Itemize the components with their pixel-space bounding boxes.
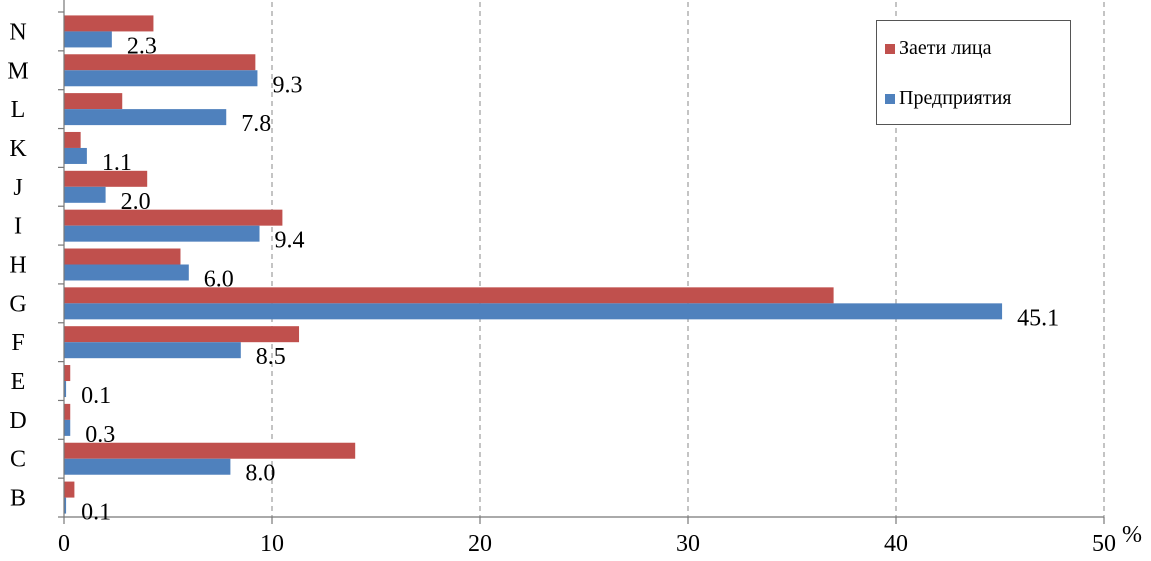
data-label-L: 7.8 (241, 111, 271, 137)
bar-employees-E (64, 365, 71, 382)
y-tick-label-K: K (9, 136, 27, 162)
bar-employees-M (64, 54, 256, 71)
axes (58, 0, 1105, 524)
y-tick-label-B: B (10, 486, 26, 512)
bar-enterprises-C (64, 458, 231, 475)
data-label-B: 0.1 (81, 500, 111, 526)
x-tick-label: 0 (58, 531, 70, 557)
data-label-E: 0.1 (81, 383, 111, 409)
legend-item-employees: Заети лица (885, 37, 991, 60)
data-label-N: 2.3 (127, 33, 157, 59)
bar-enterprises-F (64, 342, 241, 359)
y-tick-label-I: I (14, 214, 22, 240)
y-tick-label-J: J (13, 175, 22, 201)
bar-employees-D (64, 403, 71, 420)
data-label-C: 8.0 (245, 461, 275, 487)
y-tick-label-F: F (11, 330, 24, 356)
x-tick-labels: 0 10 20 30 40 50 (58, 531, 1116, 557)
data-label-M: 9.3 (272, 72, 302, 98)
data-label-K: 1.1 (102, 150, 132, 176)
data-label-J: 2.0 (121, 189, 151, 215)
bar-enterprises-G (64, 303, 1003, 320)
bar-enterprises-H (64, 264, 189, 281)
y-tick-label-N: N (9, 19, 26, 45)
legend-item-enterprises: Предприятия (885, 87, 1011, 110)
y-tick-label-G: G (9, 291, 26, 317)
bar-employees-K (64, 131, 81, 148)
bars (64, 15, 1003, 514)
legend-label-enterprises: Предприятия (899, 87, 1012, 109)
x-tick-label: 30 (676, 531, 700, 557)
bar-enterprises-E (64, 381, 67, 398)
y-tick-label-M: M (7, 58, 28, 84)
bar-employees-C (64, 442, 356, 459)
bar-employees-F (64, 326, 300, 343)
bar-enterprises-D (64, 419, 71, 436)
bar-employees-J (64, 170, 148, 187)
y-tick-label-L: L (11, 97, 26, 123)
data-label-I: 9.4 (275, 228, 305, 254)
x-tick-label: 40 (884, 531, 908, 557)
data-label-H: 6.0 (204, 267, 234, 293)
bar-employees-N (64, 15, 154, 32)
y-tick-label-E: E (11, 369, 26, 395)
bar-employees-I (64, 209, 283, 226)
data-label-F: 8.5 (256, 344, 286, 370)
bar-enterprises-N (64, 31, 112, 48)
y-tick-label-H: H (9, 253, 26, 279)
bar-enterprises-L (64, 109, 227, 126)
x-tick-label: 10 (260, 531, 284, 557)
bar-enterprises-I (64, 225, 260, 242)
legend-label-employees: Заети лица (899, 37, 992, 59)
bar-employees-H (64, 248, 181, 265)
y-tick-label-D: D (9, 408, 26, 434)
data-label-G: 45.1 (1017, 305, 1059, 331)
y-tick-label-C: C (10, 447, 26, 473)
x-axis-unit: % (1122, 522, 1142, 548)
bar-enterprises-K (64, 147, 87, 164)
legend-swatch-employees (885, 44, 895, 55)
bar-employees-G (64, 287, 834, 304)
bar-employees-B (64, 481, 75, 498)
bar-enterprises-J (64, 186, 106, 203)
legend-swatch-enterprises (885, 94, 895, 105)
bar-enterprises-B (64, 497, 67, 514)
x-tick-label: 20 (468, 531, 492, 557)
bar-employees-L (64, 93, 123, 110)
data-label-D: 0.3 (85, 422, 115, 448)
data-labels: 0.1 8.0 0.3 0.1 8.5 45.1 6.0 9.4 2.0 1.1 7.89.3 2.3 (81, 33, 1059, 525)
legend: Заети лица Предприятия (876, 20, 1071, 125)
x-tick-label: 50 (1092, 531, 1116, 557)
bar-enterprises-M (64, 70, 258, 87)
